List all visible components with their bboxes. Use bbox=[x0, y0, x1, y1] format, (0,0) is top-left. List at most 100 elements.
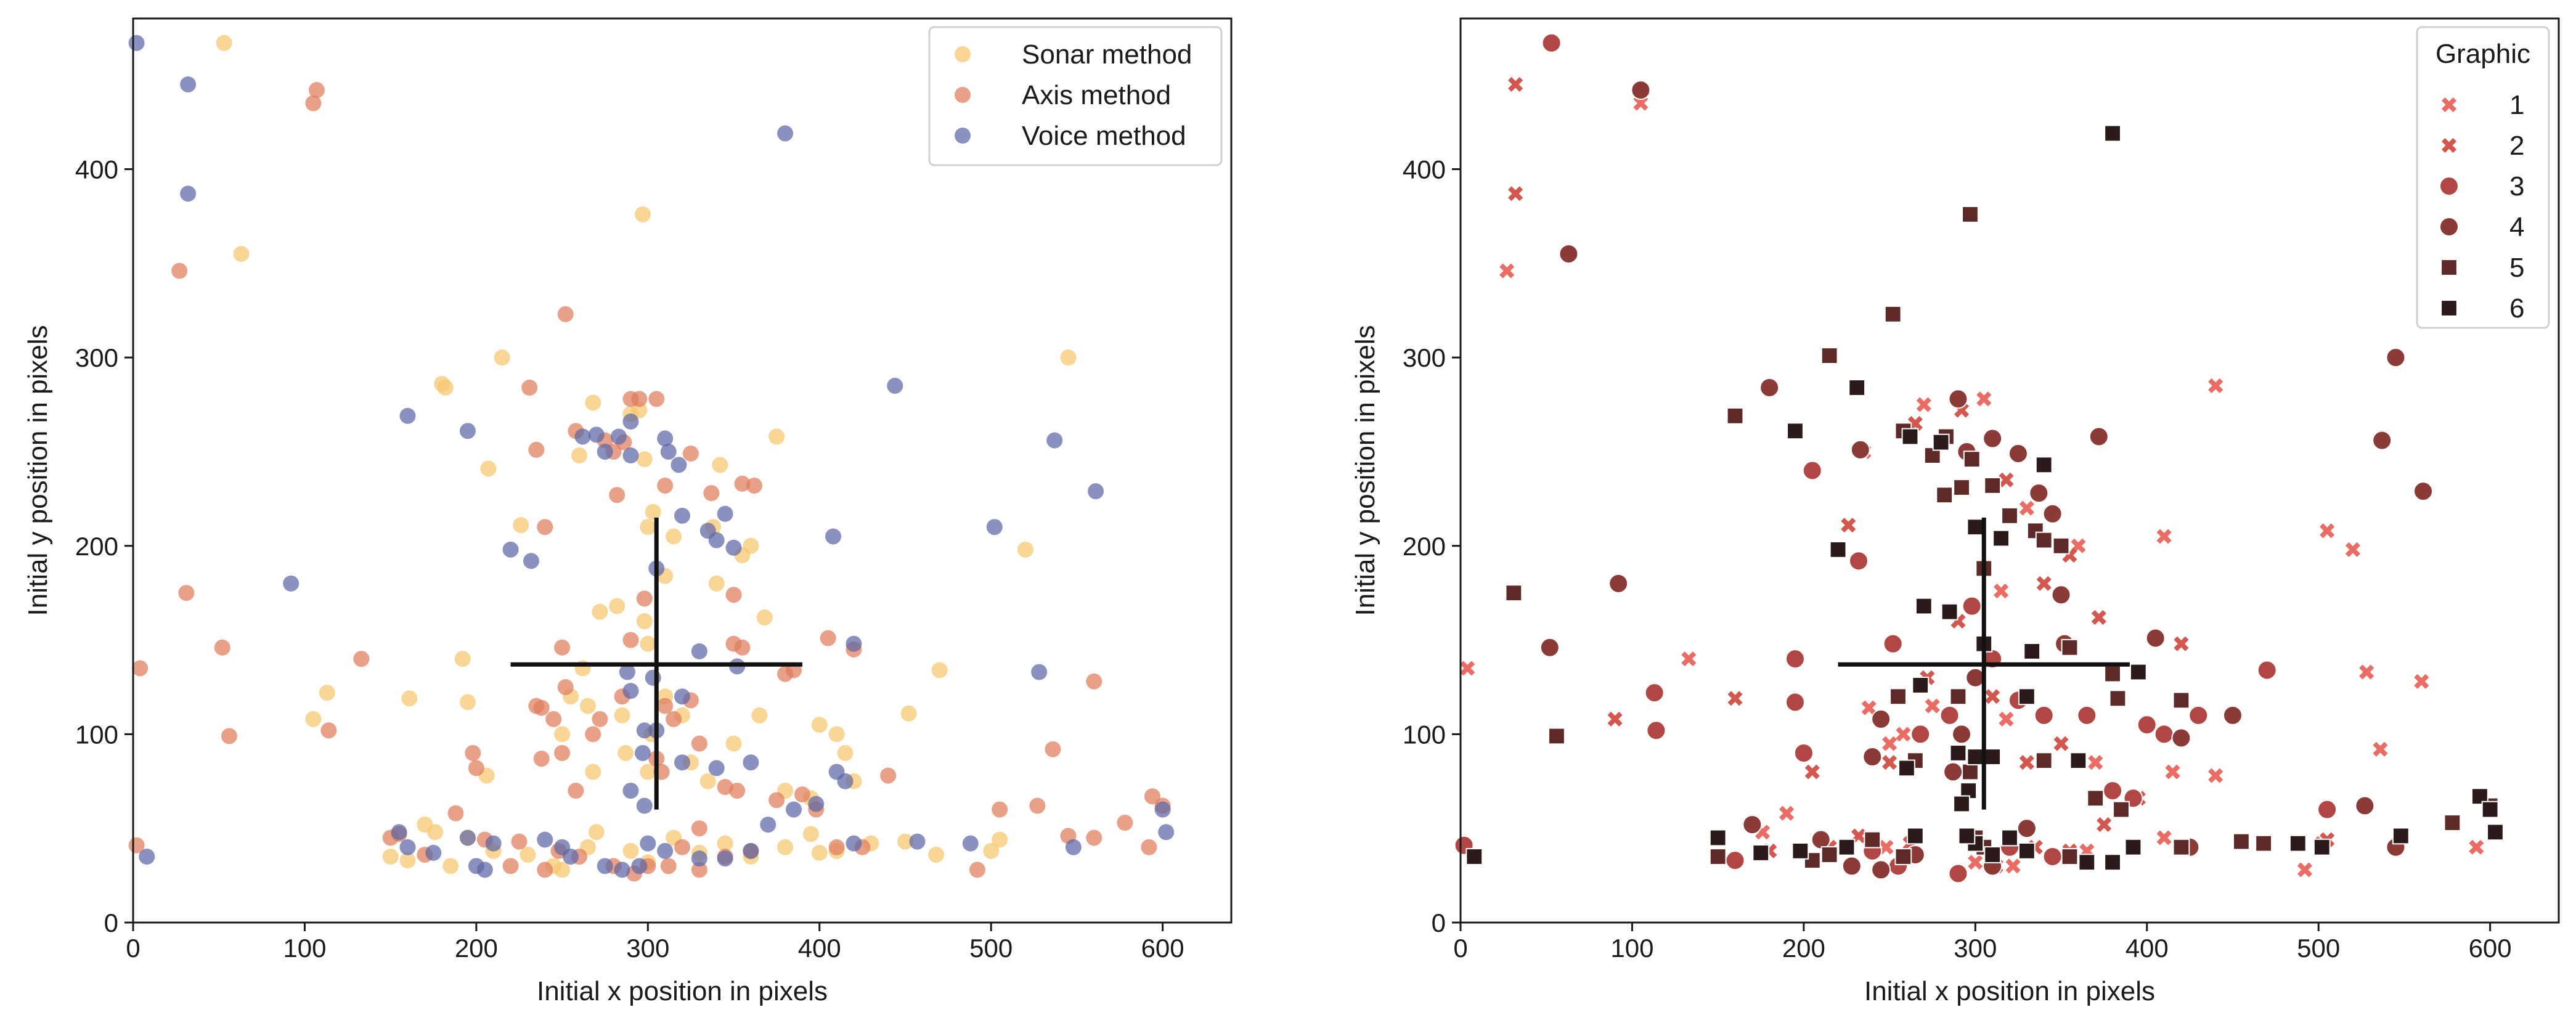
data-point bbox=[2087, 789, 2105, 807]
data-point bbox=[585, 726, 601, 743]
data-point bbox=[614, 862, 630, 878]
data-point bbox=[447, 805, 464, 821]
data-point bbox=[308, 82, 325, 99]
data-point bbox=[1727, 691, 1743, 706]
y-tick-label: 300 bbox=[1403, 343, 1446, 372]
data-point bbox=[2104, 124, 2121, 142]
data-point bbox=[2061, 638, 2079, 656]
data-point bbox=[1925, 698, 1940, 714]
data-point bbox=[1992, 529, 2010, 547]
data-point bbox=[585, 764, 601, 780]
data-point bbox=[588, 426, 605, 443]
data-point bbox=[969, 862, 985, 878]
data-point bbox=[1785, 649, 1805, 669]
data-point bbox=[1787, 422, 1804, 440]
data-point bbox=[1548, 727, 1565, 745]
data-point bbox=[1841, 856, 1862, 876]
data-point bbox=[132, 660, 149, 677]
data-point bbox=[1144, 788, 1160, 805]
points-layer bbox=[1454, 33, 2504, 884]
data-point bbox=[1709, 829, 1727, 847]
data-point bbox=[1086, 829, 1103, 846]
data-point bbox=[802, 826, 819, 842]
data-point bbox=[399, 407, 416, 424]
data-point bbox=[828, 726, 845, 743]
data-point bbox=[502, 858, 519, 874]
data-point bbox=[2297, 862, 2312, 878]
data-point bbox=[545, 711, 562, 727]
data-point bbox=[1896, 727, 1911, 742]
data-point bbox=[751, 707, 768, 723]
data-point bbox=[703, 485, 720, 502]
legend-box bbox=[928, 26, 1223, 166]
data-point bbox=[1029, 797, 1046, 814]
data-point bbox=[1882, 736, 1897, 751]
data-point bbox=[1838, 838, 1856, 856]
data-point bbox=[2172, 691, 2190, 709]
data-point bbox=[1848, 551, 1869, 571]
data-point bbox=[2036, 576, 2052, 591]
data-point bbox=[666, 711, 682, 727]
data-point bbox=[528, 441, 545, 458]
data-point bbox=[2042, 847, 2063, 867]
data-point bbox=[1953, 795, 1970, 813]
data-point bbox=[554, 744, 571, 761]
data-point bbox=[2372, 430, 2392, 450]
data-point bbox=[2355, 796, 2375, 816]
data-point bbox=[825, 528, 842, 545]
data-point bbox=[2129, 663, 2147, 681]
data-point bbox=[554, 726, 571, 743]
data-point bbox=[2414, 674, 2429, 689]
data-point bbox=[401, 690, 418, 707]
data-point bbox=[1465, 848, 1483, 865]
data-point bbox=[691, 850, 707, 867]
data-point bbox=[585, 394, 601, 411]
data-point bbox=[820, 630, 836, 646]
data-point bbox=[660, 443, 677, 460]
series-1 bbox=[1460, 96, 2484, 878]
legend-marker bbox=[955, 87, 971, 103]
data-point bbox=[712, 457, 728, 473]
data-point bbox=[1952, 724, 1972, 744]
data-point bbox=[1141, 839, 1157, 855]
data-point bbox=[1646, 720, 1666, 741]
data-point bbox=[1841, 518, 1856, 533]
data-point bbox=[622, 683, 639, 699]
data-point bbox=[674, 754, 690, 771]
data-point bbox=[1963, 450, 1981, 468]
data-point bbox=[1999, 472, 2014, 487]
data-point bbox=[1882, 755, 1897, 770]
data-point bbox=[2089, 426, 2109, 447]
data-point bbox=[533, 699, 550, 716]
x-tick-label: 500 bbox=[969, 934, 1013, 963]
legend-marker bbox=[2440, 300, 2458, 317]
data-point bbox=[2001, 829, 2018, 847]
x-tick-label: 300 bbox=[1954, 934, 1997, 963]
data-point bbox=[2104, 665, 2121, 683]
data-point bbox=[2137, 715, 2157, 735]
legend-title: Graphic bbox=[2435, 39, 2530, 69]
data-point bbox=[725, 635, 742, 652]
data-point bbox=[2019, 755, 2034, 770]
data-point bbox=[468, 858, 484, 874]
data-point bbox=[2069, 752, 2087, 770]
data-point bbox=[2469, 839, 2484, 855]
data-point bbox=[180, 76, 197, 92]
data-point bbox=[2052, 537, 2070, 555]
data-point bbox=[485, 835, 502, 852]
data-point bbox=[622, 842, 639, 859]
data-point bbox=[1752, 844, 1770, 862]
data-point bbox=[382, 849, 399, 865]
data-point bbox=[746, 477, 762, 494]
data-point bbox=[459, 694, 476, 711]
data-point bbox=[1976, 391, 1992, 407]
data-point bbox=[725, 735, 742, 752]
data-point bbox=[454, 651, 471, 667]
right-panel-graphic-scatter: 0 100 200 300 400 500 600 0 100 200 300 400 Initial … bbox=[1350, 17, 2560, 1006]
data-point bbox=[631, 391, 648, 407]
data-point bbox=[1631, 80, 1651, 100]
data-point bbox=[1962, 205, 1979, 223]
data-point bbox=[837, 744, 854, 761]
data-point bbox=[180, 185, 197, 202]
data-point bbox=[2051, 585, 2071, 605]
